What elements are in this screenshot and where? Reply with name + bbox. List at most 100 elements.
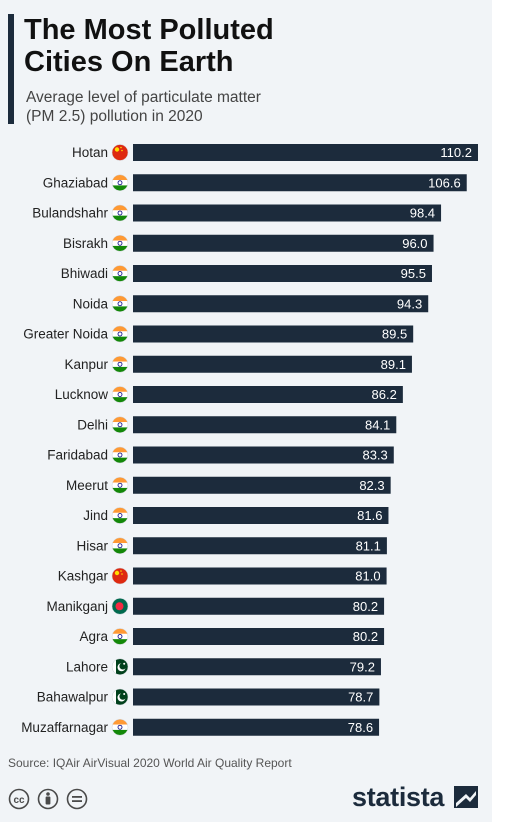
bar-row: Bisrakh 96.0 [63,234,434,252]
value-label: 79.2 [350,659,375,674]
bar [133,174,467,192]
chart-title: The Most Polluted Cities On Earth [24,14,274,78]
category-label: Manikganj [46,599,108,614]
value-label: 84.1 [365,417,390,432]
title-accent-bar [8,14,14,124]
bar [133,204,442,222]
india-flag-icon [111,265,129,282]
statista-logo-icon [454,786,478,808]
bar [133,567,387,585]
attribution-icon [37,788,59,810]
chart-subtitle: Average level of particulate matter (PM … [26,89,261,125]
bar-row: Delhi 84.1 [77,416,397,434]
category-label: Noida [73,296,109,311]
bar-row: Bulandshahr 98.4 [32,204,442,222]
india-flag-icon [111,446,129,464]
bar [133,597,385,615]
category-label: Bulandshahr [32,206,108,221]
category-label: Lahore [66,659,108,674]
bar-row: Kanpur 89.1 [64,355,412,373]
value-label: 110.2 [440,145,472,160]
category-label: Delhi [77,417,108,432]
license-icons[interactable]: cc [8,788,98,812]
bar [133,325,414,343]
value-label: 89.1 [381,357,406,372]
india-flag-icon [111,719,129,736]
source-note: Source: IQAir AirVisual 2020 World Air Q… [8,756,292,770]
india-flag-icon [111,356,129,373]
india-flag-icon [111,416,129,433]
india-flag-icon [111,537,129,554]
bar [133,476,391,494]
bar-row: Noida 94.3 [73,295,429,313]
statista-logo-text[interactable]: statista [352,782,445,812]
india-flag-icon [111,386,129,403]
value-label: 81.6 [357,508,382,523]
no-derivatives-icon [66,788,88,810]
bar-row: Greater Noida 89.5 [23,325,414,343]
category-label: Bisrakh [63,236,108,251]
value-label: 80.2 [353,629,378,644]
bar-row: Ghaziabad 106.6 [43,174,467,192]
bar [133,507,389,524]
india-flag-icon [111,235,129,252]
bar [133,688,380,706]
infographic-card: The Most Polluted Cities On Earth Averag… [0,0,492,822]
category-label: Hotan [72,145,108,160]
value-label: 96.0 [402,236,427,251]
bar-row: Hotan 110.2 [72,144,478,161]
india-flag-icon [111,325,129,343]
pakistan-flag-icon [111,688,129,706]
bar-row: Bhiwadi 95.5 [61,265,432,282]
bar-row: Kashgar 81.0 [58,567,387,585]
pakistan-flag-icon [111,658,129,675]
bar-row: Faridabad 83.3 [47,446,394,464]
value-label: 80.2 [353,599,378,614]
value-label: 86.2 [372,387,397,402]
bar [133,628,385,645]
bar [133,355,412,373]
bar-row: Hisar 81.1 [76,537,387,555]
category-label: Jind [83,508,108,523]
bar-row: Meerut 82.3 [66,476,391,494]
bar-row: Muzaffarnagar 78.6 [21,718,380,736]
category-label: Ghaziabad [43,175,108,190]
china-flag-icon [111,567,129,585]
bar [133,718,380,736]
value-label: 94.3 [397,296,422,311]
category-label: Bahawalpur [37,690,109,705]
india-flag-icon [111,507,129,524]
bar [133,386,403,403]
india-flag-icon [111,477,129,494]
category-label: Muzaffarnagar [21,720,108,735]
category-label: Greater Noida [23,327,108,342]
bar-row: Bahawalpur 78.7 [37,688,380,706]
category-label: Meerut [66,478,108,493]
value-label: 78.7 [348,690,373,705]
category-label: Kashgar [58,569,109,584]
bar-row: Jind 81.6 [83,507,389,524]
value-label: 82.3 [359,478,384,493]
category-label: Bhiwadi [61,266,108,281]
value-label: 98.4 [410,206,435,221]
bar [133,537,387,555]
creative-commons-icon: cc [8,788,30,810]
category-label: Hisar [76,538,108,553]
bar-row: Manikganj 80.2 [46,597,385,615]
bar-row: Lahore 79.2 [66,658,381,676]
india-flag-icon [111,628,129,645]
category-label: Lucknow [55,387,109,402]
value-label: 78.6 [348,720,373,735]
value-label: 81.0 [355,569,380,584]
svg-text:cc: cc [13,795,25,806]
value-label: 89.5 [382,327,407,342]
china-flag-icon [111,144,129,161]
category-label: Faridabad [47,448,108,463]
bar [133,416,397,434]
india-flag-icon [111,295,129,312]
bar [133,144,478,161]
value-label: 95.5 [401,266,426,281]
bar [133,658,381,676]
bar [133,295,429,313]
